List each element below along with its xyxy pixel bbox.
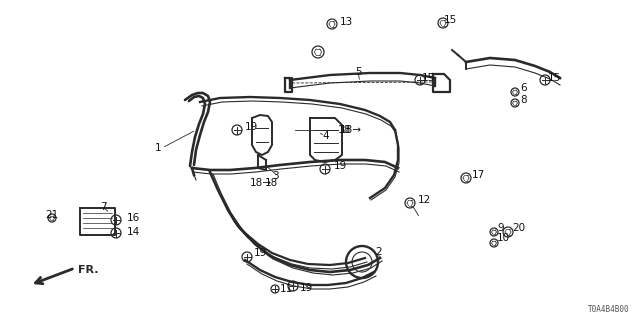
Text: 19: 19 (334, 161, 348, 171)
Text: 15: 15 (548, 73, 561, 83)
Text: 4: 4 (322, 131, 328, 141)
Text: 15: 15 (422, 73, 435, 83)
Text: T0A4B4B00: T0A4B4B00 (588, 305, 630, 314)
Text: 3: 3 (272, 171, 278, 181)
Text: 5: 5 (355, 67, 362, 77)
Text: 10: 10 (497, 233, 510, 243)
Text: 12: 12 (418, 195, 431, 205)
Text: 19: 19 (300, 283, 313, 293)
Text: 8: 8 (520, 95, 527, 105)
Text: 19: 19 (254, 248, 268, 258)
Text: 16: 16 (127, 213, 140, 223)
Text: 11: 11 (280, 284, 293, 294)
Text: 18→: 18→ (250, 178, 272, 188)
Text: 1: 1 (155, 143, 162, 153)
Text: 13: 13 (340, 17, 353, 27)
Text: 18→: 18→ (340, 125, 362, 135)
Text: 21: 21 (45, 210, 58, 220)
Text: 14: 14 (127, 227, 140, 237)
Text: 20: 20 (512, 223, 525, 233)
Text: 15: 15 (444, 15, 457, 25)
Text: 2: 2 (375, 247, 381, 257)
Text: 7: 7 (100, 202, 107, 212)
Text: 6: 6 (520, 83, 527, 93)
Text: 19: 19 (245, 122, 259, 132)
Text: 18: 18 (265, 178, 278, 188)
Text: 9: 9 (497, 223, 504, 233)
Text: 18: 18 (338, 125, 351, 135)
Text: FR.: FR. (78, 265, 99, 275)
Text: 17: 17 (472, 170, 485, 180)
